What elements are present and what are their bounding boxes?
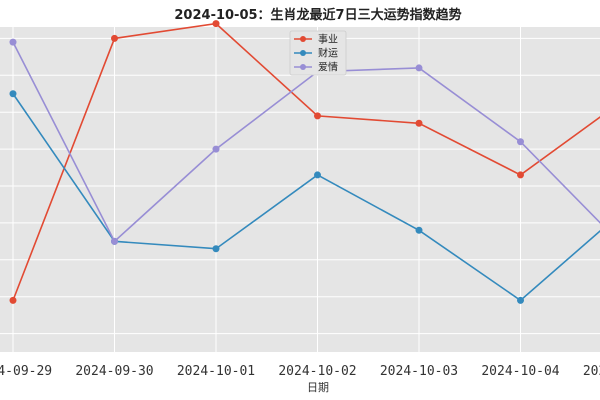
data-point (517, 296, 524, 304)
legend-swatch-marker (300, 50, 306, 56)
x-tick-label: 2024-10-03 (380, 364, 458, 379)
data-point (314, 171, 321, 179)
legend-label: 事业 (318, 33, 338, 46)
legend-label: 爱情 (318, 61, 338, 74)
data-point (415, 64, 423, 72)
x-tick-labels: 2024-09-29 2024-09-30 2024-10-01 2024-10-02… (0, 364, 600, 379)
x-axis-label: 日期 (307, 381, 329, 394)
plot-background (0, 27, 600, 352)
data-point (212, 245, 220, 253)
data-point (212, 145, 220, 153)
grid-lines (0, 27, 600, 352)
legend-swatch-marker (300, 64, 306, 70)
x-tick-label: 2024-10-05 (583, 364, 600, 379)
chart-title: 2024-10-05：生肖龙最近7日三大运势指数趋势 (174, 7, 461, 23)
x-tick-label: 2024-10-02 (278, 364, 356, 379)
x-tick-label: 2024-10-01 (177, 364, 255, 379)
data-point (9, 296, 17, 304)
x-tick-label: 2024-10-04 (481, 364, 559, 379)
data-point (9, 90, 17, 98)
x-tick-label: 2024-09-29 (0, 364, 52, 379)
data-point (415, 226, 423, 234)
legend-label: 财运 (318, 47, 338, 60)
data-point (212, 20, 220, 28)
data-point (415, 119, 423, 127)
data-point (314, 112, 321, 120)
data-point (9, 38, 17, 46)
legend-box (289, 30, 347, 76)
data-point (111, 237, 118, 245)
legend-swatch-marker (300, 36, 306, 42)
x-tick-label: 2024-09-30 (75, 364, 153, 379)
data-point (517, 138, 524, 146)
data-point (517, 171, 524, 179)
data-point (111, 34, 118, 42)
